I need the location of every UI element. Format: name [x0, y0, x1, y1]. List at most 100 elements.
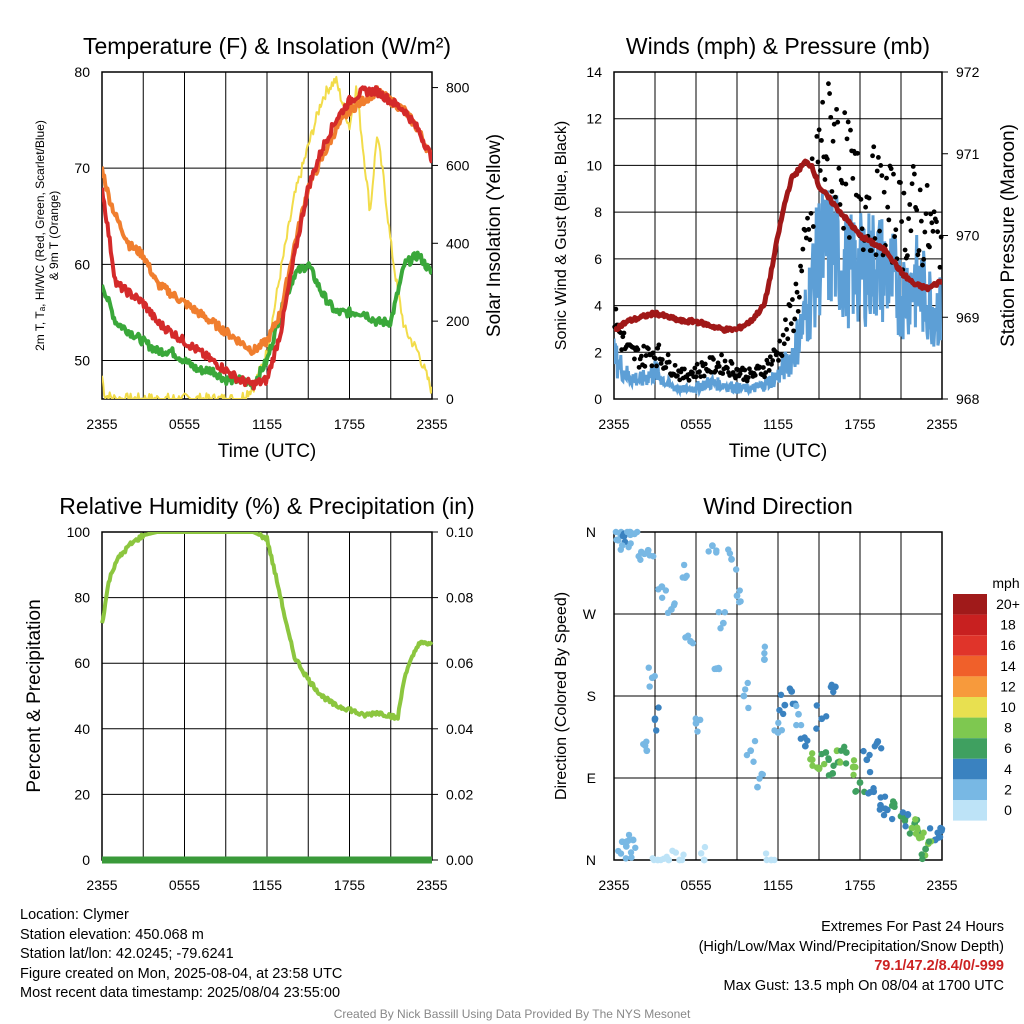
gust-point [910, 164, 916, 169]
y-tick-label: 60 [74, 256, 90, 272]
gust-point [858, 196, 864, 202]
direction-point [762, 850, 770, 857]
direction-point [728, 555, 735, 563]
legend-label: 6 [1004, 740, 1012, 756]
direction-point [866, 789, 874, 796]
gust-point [720, 371, 726, 376]
gust-point [639, 353, 644, 359]
gust-point [848, 127, 853, 133]
series-line-2m-td [102, 250, 432, 390]
direction-point [705, 548, 712, 555]
direction-point [882, 805, 889, 812]
direction-point [906, 830, 914, 837]
direction-point [653, 727, 660, 734]
direction-point [655, 586, 662, 593]
extremes-values: 79.1/47.2/8.4/0/-999 [874, 958, 1004, 974]
y2-tick-label: 0.02 [446, 786, 473, 802]
gust-point [779, 353, 785, 359]
legend-swatch [953, 635, 987, 656]
gust-point [672, 362, 678, 368]
y2-tick-label: 0.08 [446, 590, 473, 606]
direction-point [786, 685, 794, 692]
direction-point [743, 751, 751, 759]
gust-point [785, 336, 791, 342]
series-line-pressure [614, 158, 942, 334]
gust-point [829, 189, 835, 194]
legend-label: 10 [1000, 699, 1016, 715]
gust-point [645, 346, 651, 352]
y2-axis-label-text: Solar Insolation (Yellow) [484, 134, 505, 337]
direction-point [901, 817, 909, 825]
gust-point [806, 227, 812, 232]
direction-point [899, 809, 907, 816]
gust-point [780, 332, 786, 338]
gust-point [909, 181, 915, 187]
direction-point [866, 768, 874, 776]
series-line-2m-t [102, 85, 432, 391]
gust-point [810, 224, 816, 229]
direction-point [813, 725, 820, 732]
gust-point [654, 363, 659, 369]
legend-swatch [953, 779, 987, 800]
direction-point [689, 639, 697, 647]
direction-point [830, 762, 837, 769]
direction-point [646, 683, 653, 690]
y-axis-label-4: Direction (Colored By Speed) [553, 592, 570, 800]
gust-point [869, 248, 874, 253]
direction-point [717, 625, 724, 632]
gust-point [724, 365, 730, 371]
station-latlon: Station lat/lon: 42.0245; -79.6241 [20, 946, 234, 962]
direction-point [643, 738, 650, 745]
gust-point [874, 168, 880, 174]
gust-point [834, 106, 839, 112]
direction-point [622, 842, 630, 850]
gust-point [733, 375, 738, 381]
direction-point [754, 783, 761, 791]
gust-point [842, 110, 848, 116]
x-tick-label: 1155 [763, 877, 793, 893]
gust-point [729, 361, 735, 366]
station-elevation: Station elevation: 450.068 m [20, 926, 204, 943]
direction-point [850, 771, 857, 779]
gust-point [873, 252, 879, 258]
y-tick-label: 8 [594, 204, 602, 220]
direction-point [671, 600, 678, 607]
gust-point [621, 330, 627, 336]
y-axis-label-text: Sonic Wind & Gust (Blue, Black) [553, 121, 570, 350]
direction-point [680, 561, 688, 569]
direction-point [841, 743, 848, 751]
direction-point [698, 850, 705, 857]
y2-tick-label: 971 [956, 146, 980, 162]
direction-point [904, 811, 912, 819]
y-axis-label-text: Direction (Colored By Speed) [553, 592, 570, 800]
direction-point [912, 816, 919, 823]
gust-point [762, 374, 767, 380]
legend-swatch [953, 717, 987, 739]
gust-point [917, 187, 923, 193]
y-tick-label: E [587, 770, 596, 786]
direction-point [795, 710, 802, 718]
y2-tick-label: 968 [956, 391, 980, 407]
x-tick-label: 2355 [598, 416, 629, 432]
x-tick-label: 1755 [334, 416, 365, 432]
direction-point [880, 811, 888, 819]
direction-point [741, 686, 749, 693]
gust-point [902, 247, 908, 253]
y2-axis-label-2: Station Pressure (Maroon) [998, 124, 1019, 347]
y2-tick-label: 0.06 [446, 655, 473, 671]
direction-point [650, 856, 658, 864]
direction-point [842, 760, 850, 767]
direction-point [744, 679, 751, 687]
direction-point [678, 856, 686, 864]
direction-point [650, 553, 657, 560]
direction-point [680, 851, 687, 858]
gust-point [766, 368, 772, 373]
gust-point [863, 204, 869, 210]
direction-point [761, 650, 768, 657]
direction-point [713, 549, 720, 556]
y-tick-label: 0 [82, 852, 90, 868]
direction-point [837, 759, 844, 766]
direction-point [721, 609, 729, 616]
legend-swatch [953, 697, 987, 718]
y-axis-label-line: 2m T, Tₐ, HI/WC (Red, Green, Scarlet/Blu… [33, 120, 47, 351]
